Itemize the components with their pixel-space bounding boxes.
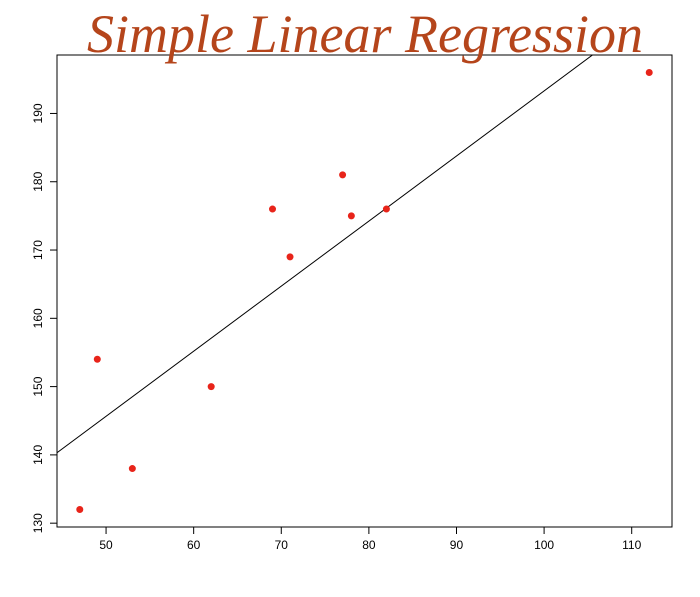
plot-area [57, 55, 653, 514]
point [339, 171, 347, 179]
point [93, 355, 101, 363]
point [286, 253, 294, 261]
y-tick-label: 140 [31, 445, 45, 465]
point [269, 205, 277, 213]
y-tick-label: 150 [31, 376, 45, 396]
y-tick-label: 190 [31, 103, 45, 123]
y-tick-label: 170 [31, 240, 45, 260]
x-tick-label: 110 [622, 538, 641, 552]
point [207, 383, 215, 391]
x-tick-label: 60 [187, 538, 201, 552]
point [382, 205, 390, 213]
y-tick-label: 130 [31, 513, 45, 533]
chart-title: Simple Linear Regression [87, 4, 643, 64]
x-tick-label: 80 [362, 538, 376, 552]
point [645, 68, 653, 76]
y-tick-label: 160 [31, 308, 45, 328]
x-tick-label: 50 [99, 538, 113, 552]
y-tick-label: 180 [31, 171, 45, 191]
x-tick-label: 100 [534, 538, 554, 552]
x-tick-label: 70 [275, 538, 289, 552]
point [76, 506, 84, 514]
point [347, 212, 355, 220]
regression-line [57, 55, 594, 454]
x-tick-label: 90 [450, 538, 464, 552]
point [128, 465, 136, 473]
plot-box [56, 54, 673, 528]
